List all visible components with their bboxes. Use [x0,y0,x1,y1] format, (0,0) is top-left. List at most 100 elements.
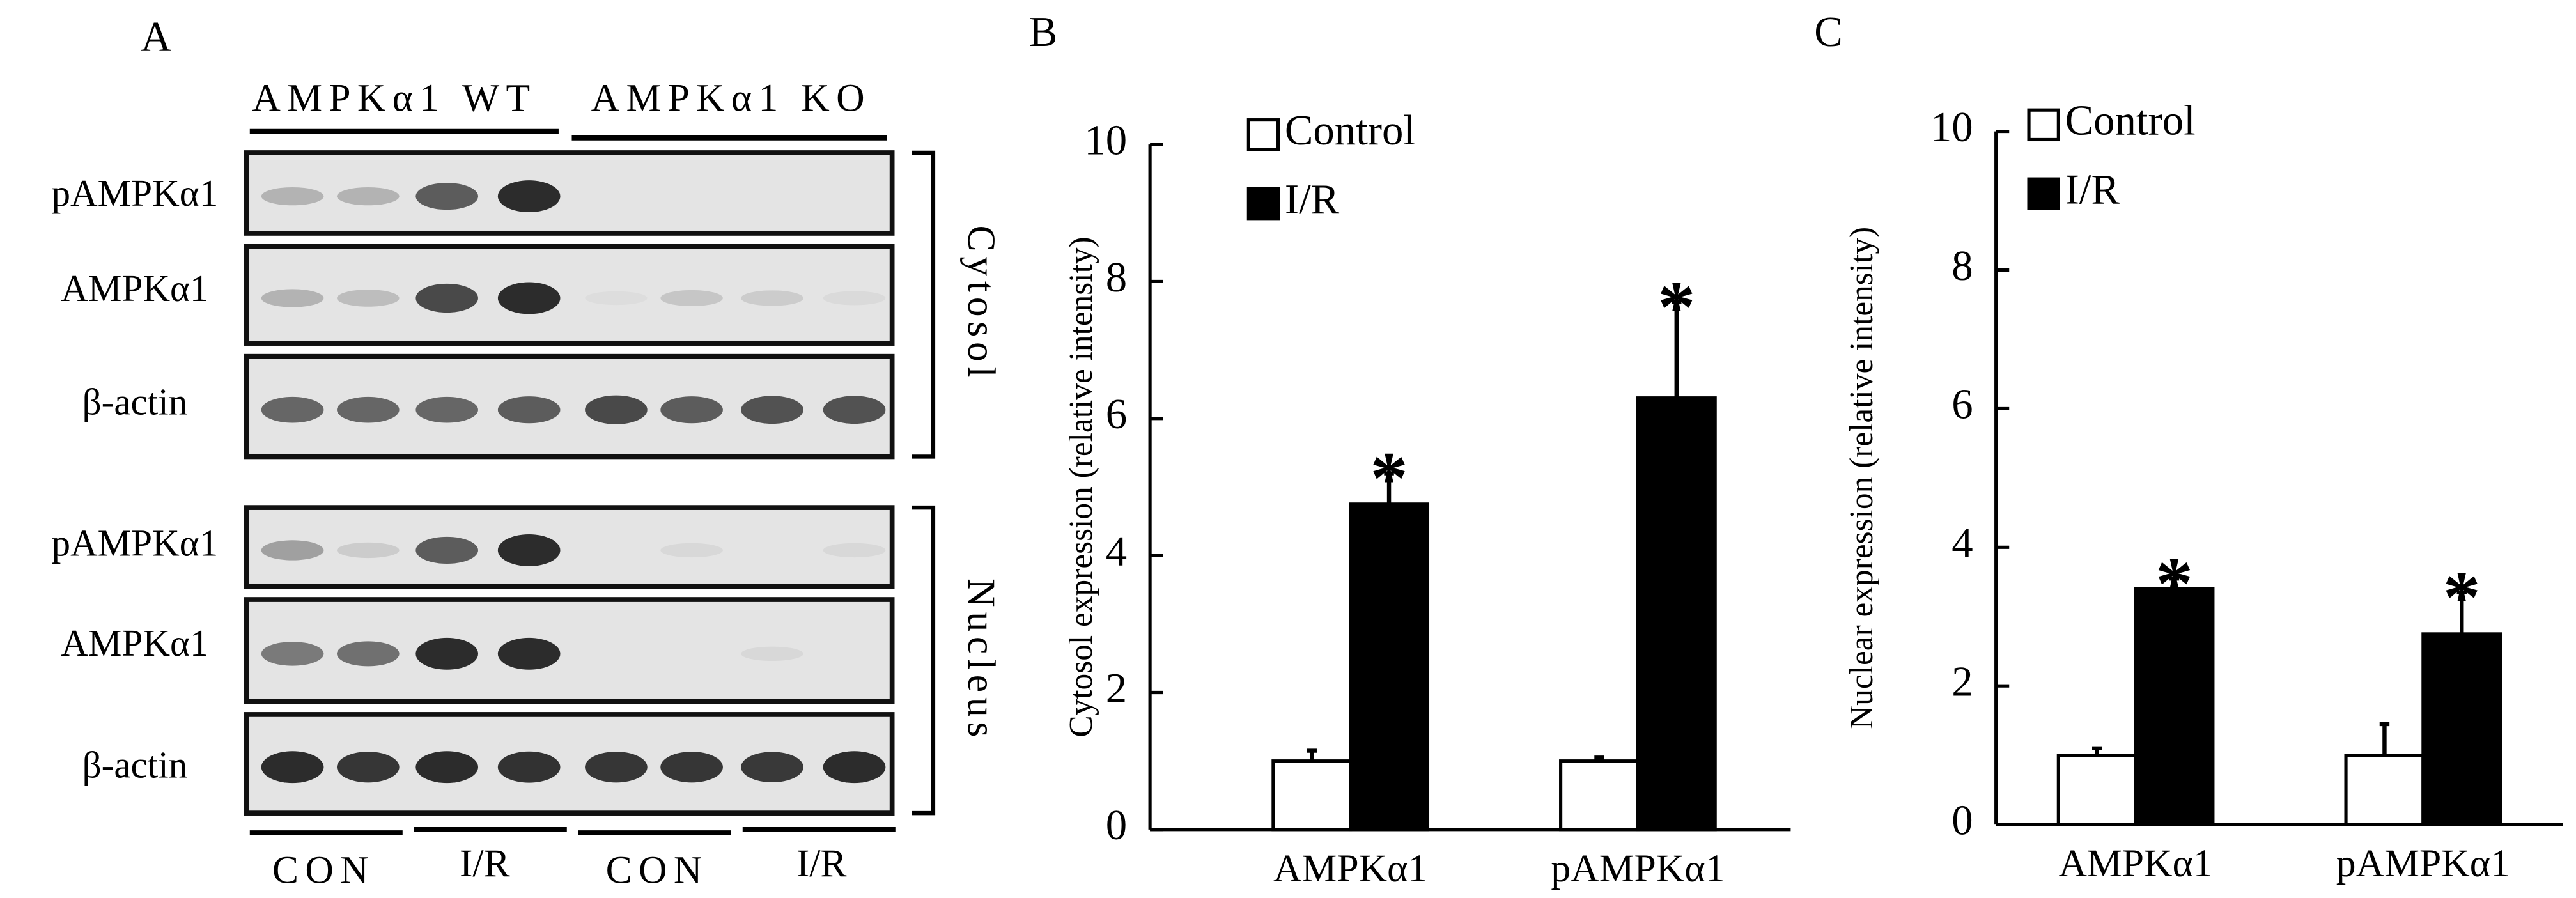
y-tick-label: 0 [1106,801,1127,849]
compartment-label: Nucleus [959,578,1003,742]
blot-band [261,642,324,666]
bar [2421,632,2502,826]
blot-band [336,396,400,423]
blot-panel: A AMPKα1 WT AMPKα1 KO pAMPKα1 AMPKα1 β-a… [51,13,1003,892]
blot-band [261,540,324,561]
row-label: pAMPKα1 [51,172,218,214]
blot-band [415,396,479,423]
blot-band [741,752,803,783]
y-tick-label: 4 [1951,520,1973,567]
y-tick-label: 8 [1951,242,1973,290]
blot-band [415,536,479,564]
bar [1349,502,1430,832]
error-bar [1307,748,1317,761]
blot-band [660,290,723,307]
lane-group-label: CON [272,848,375,892]
significance-mark: * [1657,265,1695,349]
y-tick-label: 10 [1930,104,1973,151]
legend-swatch [1246,187,1280,221]
blot-band [415,183,479,210]
blot-membrane [244,150,895,236]
blot-membrane [244,505,895,589]
genotype-label: AMPKα1 KO [591,76,871,120]
legend-label: I/R [1285,176,1340,223]
bar [2344,754,2425,826]
blot-band [497,282,561,314]
genotype-label: AMPKα1 WT [252,76,536,120]
row-label: pAMPKα1 [51,522,218,564]
blot-band [336,542,400,559]
blot-band [415,751,479,784]
blot-band [336,187,400,206]
panel-label: B [1029,8,1058,56]
bar [1271,759,1353,832]
blot-band [497,180,561,213]
x-tick-label: pAMPKα1 [2336,842,2510,885]
row-label: AMPKα1 [61,267,208,309]
blot-band [741,396,803,424]
bar-chart: C Nuclear expression (relative intensity)… [1814,8,2563,885]
error-bar [2379,722,2390,755]
bar-chart: B Cytosol expression (relative intensity)… [1029,8,1791,890]
legend-label: I/R [2065,166,2120,213]
blot-band [823,751,886,784]
y-axis-label: Nuclear expression (relative intensity) [1843,227,1880,729]
x-tick-label: pAMPKα1 [1551,847,1725,890]
blot-band [660,396,723,424]
legend-swatch [2027,108,2060,142]
error-bar [1384,471,1394,504]
legend-swatch [2027,177,2060,210]
lane-group-label: CON [606,848,709,892]
blot-band [497,396,561,424]
blot-band [261,187,324,206]
compartment-label: Cytosol [959,226,1003,383]
y-tick-label: 2 [1951,658,1973,706]
row-label: β-actin [82,380,188,422]
blot-band [497,751,561,783]
y-tick-label: 6 [1951,381,1973,428]
legend-label: Control [1285,107,1415,154]
error-bar [1672,300,1682,398]
blot-band [585,291,648,305]
lane-group-label: I/R [796,842,848,885]
bar [1559,759,1640,832]
legend-swatch [1246,118,1280,151]
y-tick-label: 10 [1084,116,1127,164]
blot-band [336,641,400,667]
error-bar [2456,590,2467,634]
blot-band [741,290,803,306]
bracket [912,505,936,816]
y-axis-label: Cytosol expression (relative intensity) [1063,236,1099,737]
bar [2056,754,2138,826]
blot-band [585,752,648,783]
blot-band [823,543,886,558]
blot-band [415,637,479,670]
blot-band [415,283,479,313]
panel-label: A [141,13,171,61]
blot-band [823,291,886,306]
y-tick-label: 6 [1106,391,1127,438]
x-tick-label: AMPKα1 [1273,847,1427,890]
y-tick-label: 4 [1106,527,1127,575]
y-tick-label: 8 [1106,254,1127,301]
blot-band [823,396,886,424]
significance-mark: * [2155,542,2193,626]
error-bar [1594,755,1604,761]
error-bar [2091,746,2102,755]
blot-band [261,396,324,423]
blot-band [497,534,561,566]
error-bar [2169,576,2180,589]
blot-band [336,290,400,307]
lane-group-label: I/R [460,842,511,885]
row-label: AMPKα1 [61,622,208,664]
blot-band [660,543,723,558]
panel-label: C [1814,8,1843,56]
bracket [912,150,936,459]
y-tick-label: 2 [1106,665,1127,712]
blot-band [497,637,561,670]
blot-band [261,289,324,307]
significance-mark: * [1370,437,1408,520]
row-label: β-actin [82,743,188,786]
blot-band [336,752,400,783]
